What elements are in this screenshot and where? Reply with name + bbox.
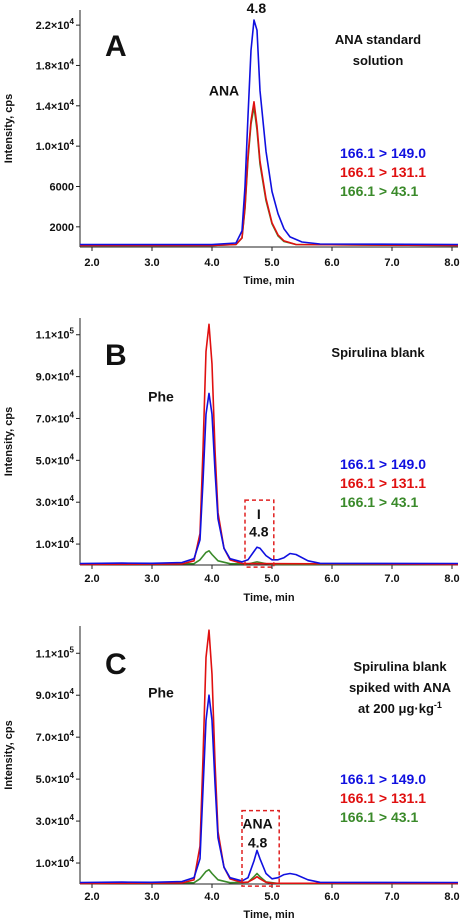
legend-entry: 166.1 > 43.1 [340,183,418,199]
legend-entry: 166.1 > 149.0 [340,771,426,787]
legend-entry: 166.1 > 149.0 [340,456,426,472]
y-tick-label: 5.0×104 [36,452,75,467]
panel-label: A [105,30,127,63]
x-tick-label: 8.0 [444,891,459,903]
x-tick-label: 4.0 [204,573,219,585]
x-tick-label: 7.0 [384,257,399,269]
y-tick-label: 2000 [50,222,74,234]
x-tick-label: 5.0 [264,891,279,903]
peak-annotation: ANA [209,83,239,99]
y-tick-label: 1.0×104 [36,536,75,551]
x-tick-label: 3.0 [144,257,159,269]
x-tick-label: 2.0 [84,573,99,585]
series-line-166-1-149-0 [79,392,459,565]
panel-title-line: solution [353,53,404,68]
y-tick-label: 2.2×104 [36,17,75,32]
y-tick-label: 7.0×104 [36,410,75,425]
peak-annotation: 4.8 [248,834,268,850]
y-axis-label: Intensity, cps [3,94,15,163]
series-line-166-1-149-0 [79,694,459,884]
peak-annotation: Phe [148,684,174,700]
y-tick-label: 9.0×104 [36,687,75,702]
series-line-166-1-131-1 [79,323,459,566]
x-tick-label: 8.0 [444,573,459,585]
chart-panel-a: 2.0 3.0 4.0 5.0 6.0 7.0 8.0 2000 6000 1.0×104 1.4×… [3,0,460,287]
x-tick-label: 6.0 [324,891,339,903]
panel-title-line: ANA standard [335,32,421,47]
y-tick-label: 1.1×105 [36,327,75,342]
x-tick-label: 8.0 [444,257,459,269]
y-tick-label: 6000 [50,181,74,193]
panel-title-line: at 200 μg·kg-1 [358,700,442,716]
y-tick-label: 1.0×104 [36,138,75,153]
y-tick-label: 1.0×104 [36,855,75,870]
x-tick-label: 6.0 [324,257,339,269]
peak-annotation: 4.8 [249,524,269,540]
legend-entry: 166.1 > 43.1 [340,809,418,825]
y-tick-label: 9.0×104 [36,369,75,384]
panel-label: B [105,339,127,372]
panel-title-line: Spirulina blank [331,345,425,360]
series-line-166-1-131-1 [80,101,459,247]
x-tick-label: 2.0 [84,891,99,903]
peak-annotation: Phe [148,389,174,405]
chart-panel-b: 2.0 3.0 4.0 5.0 6.0 7.0 8.0 1.0×104 3.0×104 5.0×1… [3,318,460,604]
y-tick-label: 5.0×104 [36,771,75,786]
legend-entry: 166.1 > 43.1 [340,494,418,510]
panel-label: C [105,648,127,681]
x-tick-label: 5.0 [264,257,279,269]
peak-annotation: ANA [242,815,272,831]
x-axis-label: Time, min [243,909,294,921]
x-tick-label: 7.0 [384,891,399,903]
y-tick-label: 7.0×104 [36,729,75,744]
x-tick-label: 6.0 [324,573,339,585]
legend-entry: 166.1 > 131.1 [340,475,426,491]
series-line-166-1-149-0 [80,19,459,246]
chart-panel-c: 2.0 3.0 4.0 5.0 6.0 7.0 8.0 1.0×104 3.0×104 5.0×1… [3,626,460,921]
series-line-166-1-43-1 [79,868,458,885]
x-axis-label: Time, min [243,592,294,604]
legend-entry: 166.1 > 131.1 [340,790,426,806]
x-tick-label: 5.0 [264,573,279,585]
x-tick-label: 4.0 [204,891,219,903]
y-tick-label: 3.0×104 [36,813,75,828]
peak-annotation: 4.8 [247,0,267,16]
x-tick-label: 3.0 [144,891,159,903]
y-axis-label: Intensity, cps [3,407,15,476]
panel-title-line: spiked with ANA [349,680,452,695]
y-tick-label: 1.4×104 [36,98,75,113]
legend-entry: 166.1 > 131.1 [340,164,426,180]
legend-entry: 166.1 > 149.0 [340,145,426,161]
peak-annotation: I [257,506,261,522]
y-axis-label: Intensity, cps [3,720,15,789]
x-axis-label: Time, min [243,275,294,287]
panel-title-line: Spirulina blank [353,659,447,674]
y-tick-label: 1.1×105 [36,645,75,660]
y-tick-label: 3.0×104 [36,494,75,509]
x-tick-label: 3.0 [144,573,159,585]
peak-highlight-box [244,499,275,568]
y-tick-label: 1.8×104 [36,57,75,72]
x-tick-label: 4.0 [204,257,219,269]
x-tick-label: 2.0 [84,257,99,269]
x-tick-label: 7.0 [384,573,399,585]
